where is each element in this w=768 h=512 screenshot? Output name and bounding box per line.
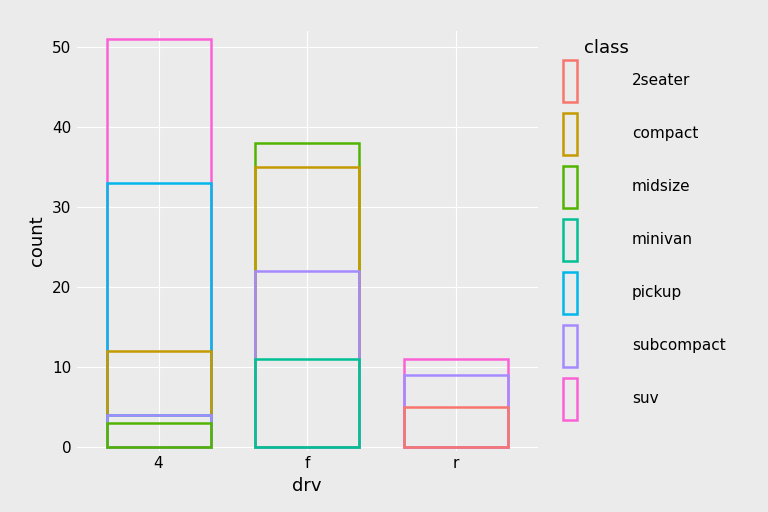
Bar: [255, 358, 359, 446]
Bar: [563, 60, 578, 101]
Bar: [255, 167, 359, 446]
Text: midsize: midsize: [632, 179, 690, 195]
Bar: [107, 422, 210, 446]
Bar: [563, 219, 578, 261]
Bar: [563, 325, 578, 367]
Text: subcompact: subcompact: [632, 338, 726, 353]
Bar: [563, 113, 578, 155]
Y-axis label: count: count: [28, 216, 46, 266]
Bar: [404, 358, 508, 446]
Text: class: class: [584, 39, 629, 57]
Bar: [107, 415, 210, 446]
Text: 2seater: 2seater: [632, 73, 690, 89]
Bar: [107, 39, 210, 446]
Bar: [404, 407, 508, 446]
Bar: [255, 143, 359, 446]
Bar: [563, 378, 578, 420]
Bar: [107, 415, 210, 446]
Bar: [107, 351, 210, 446]
Text: pickup: pickup: [632, 285, 682, 301]
Bar: [563, 166, 578, 208]
X-axis label: drv: drv: [293, 477, 322, 495]
Bar: [255, 271, 359, 446]
Bar: [107, 183, 210, 446]
Bar: [404, 375, 508, 446]
Text: minivan: minivan: [632, 232, 693, 247]
Text: compact: compact: [632, 126, 698, 141]
Bar: [563, 272, 578, 313]
Text: suv: suv: [632, 391, 658, 407]
